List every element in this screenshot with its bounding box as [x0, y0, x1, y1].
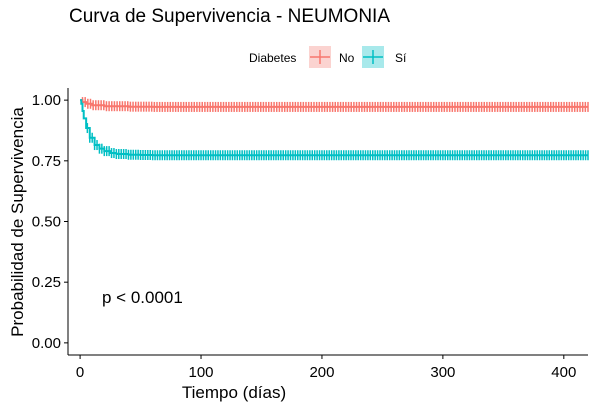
x-tick-label: 100: [189, 364, 214, 381]
legend-key-no: [309, 46, 331, 68]
y-tick-label: 0.50: [32, 214, 61, 231]
censor-marks: [81, 97, 589, 112]
y-ticks: 0.00 0.25 0.50 0.75 1.00: [32, 92, 68, 352]
y-tick-label: 1.00: [32, 92, 61, 109]
x-tick-label: 400: [551, 364, 576, 381]
y-axis-label: Probabilidad de Supervivencia: [8, 107, 27, 337]
x-tick-label: 200: [309, 364, 334, 381]
legend: Diabetes No Sí: [249, 46, 407, 68]
y-tick-label: 0.00: [32, 335, 61, 352]
legend-label-no: No: [339, 51, 355, 65]
p-value-annotation: p < 0.0001: [102, 288, 183, 307]
censor-marks: [86, 123, 589, 161]
legend-label-si: Sí: [395, 51, 407, 65]
legend-key-si: [362, 46, 384, 68]
x-tick-label: 300: [430, 364, 455, 381]
x-tick-label: 0: [76, 364, 84, 381]
series-group: [80, 97, 589, 161]
x-ticks: 0 100 200 300 400: [76, 355, 576, 381]
legend-title: Diabetes: [249, 51, 296, 65]
y-tick-label: 0.25: [32, 274, 61, 291]
y-tick-label: 0.75: [32, 153, 61, 170]
chart-title: Curva de Supervivencia - NEUMONIA: [69, 6, 390, 27]
x-axis-label: Tiempo (días): [182, 383, 286, 402]
